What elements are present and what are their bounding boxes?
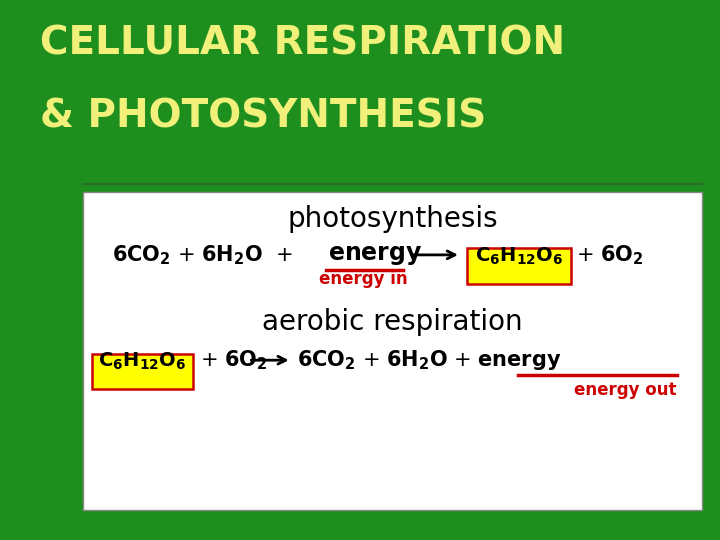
Text: energy in: energy in (319, 270, 408, 288)
Text: CELLULAR RESPIRATION: CELLULAR RESPIRATION (40, 24, 564, 62)
Text: $\mathbf{C_6H_{12}O_6}$: $\mathbf{C_6H_{12}O_6}$ (474, 246, 563, 267)
Bar (92, 354, 193, 389)
Text: photosynthesis: photosynthesis (287, 205, 498, 233)
Text: $\mathbf{6CO_2}$ + $\mathbf{6H_2O}$  +: $\mathbf{6CO_2}$ + $\mathbf{6H_2O}$ + (112, 243, 292, 267)
Text: $\mathbf{energy}$: $\mathbf{energy}$ (328, 243, 422, 267)
Text: + $\mathbf{6O_2}$: + $\mathbf{6O_2}$ (576, 243, 644, 267)
Text: $\mathbf{C_6H_{12}O_6}$: $\mathbf{C_6H_{12}O_6}$ (99, 351, 186, 372)
Text: energy out: energy out (575, 381, 677, 399)
Bar (83, 192, 702, 510)
Text: & PHOTOSYNTHESIS: & PHOTOSYNTHESIS (40, 97, 486, 135)
Text: aerobic respiration: aerobic respiration (262, 308, 523, 336)
Bar (467, 248, 571, 284)
Text: + $\mathbf{6O_2}$: + $\mathbf{6O_2}$ (200, 348, 268, 372)
Text: $\mathbf{6CO_2}$ + $\mathbf{6H_2O}$ + $\mathbf{energy}$: $\mathbf{6CO_2}$ + $\mathbf{6H_2O}$ + $\… (297, 348, 562, 372)
